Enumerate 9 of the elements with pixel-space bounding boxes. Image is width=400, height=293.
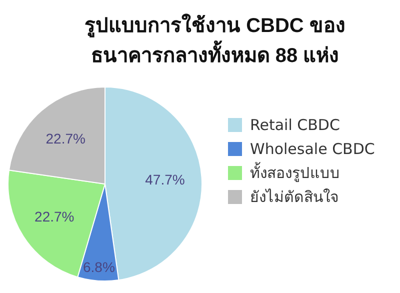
legend-label: Wholesale CBDC [250,140,375,158]
legend-label: ยังไม่ตัดสินใจ [250,188,339,206]
data-label: 47.7% [145,172,185,188]
chart-title: รูปแบบการใช้งาน CBDC ของ ธนาคารกลางทั้งหมด 88 แห่ง [84,13,346,67]
data-label: 22.7% [46,130,86,147]
legend-label: ทั้งสองรูปแบบ [250,162,340,182]
data-label: 22.7% [34,208,74,224]
data-label: 6.8% [83,259,115,276]
legend-label: Retail CBDC [250,116,340,134]
